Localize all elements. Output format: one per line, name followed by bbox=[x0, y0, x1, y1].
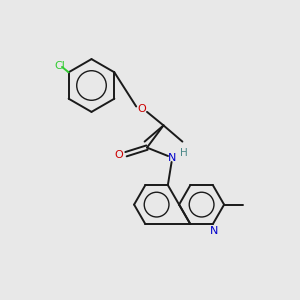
Text: O: O bbox=[137, 104, 146, 115]
Text: Cl: Cl bbox=[55, 61, 66, 71]
Text: H: H bbox=[180, 148, 188, 158]
Text: O: O bbox=[114, 150, 123, 161]
Text: N: N bbox=[210, 226, 218, 236]
Text: N: N bbox=[167, 153, 176, 164]
